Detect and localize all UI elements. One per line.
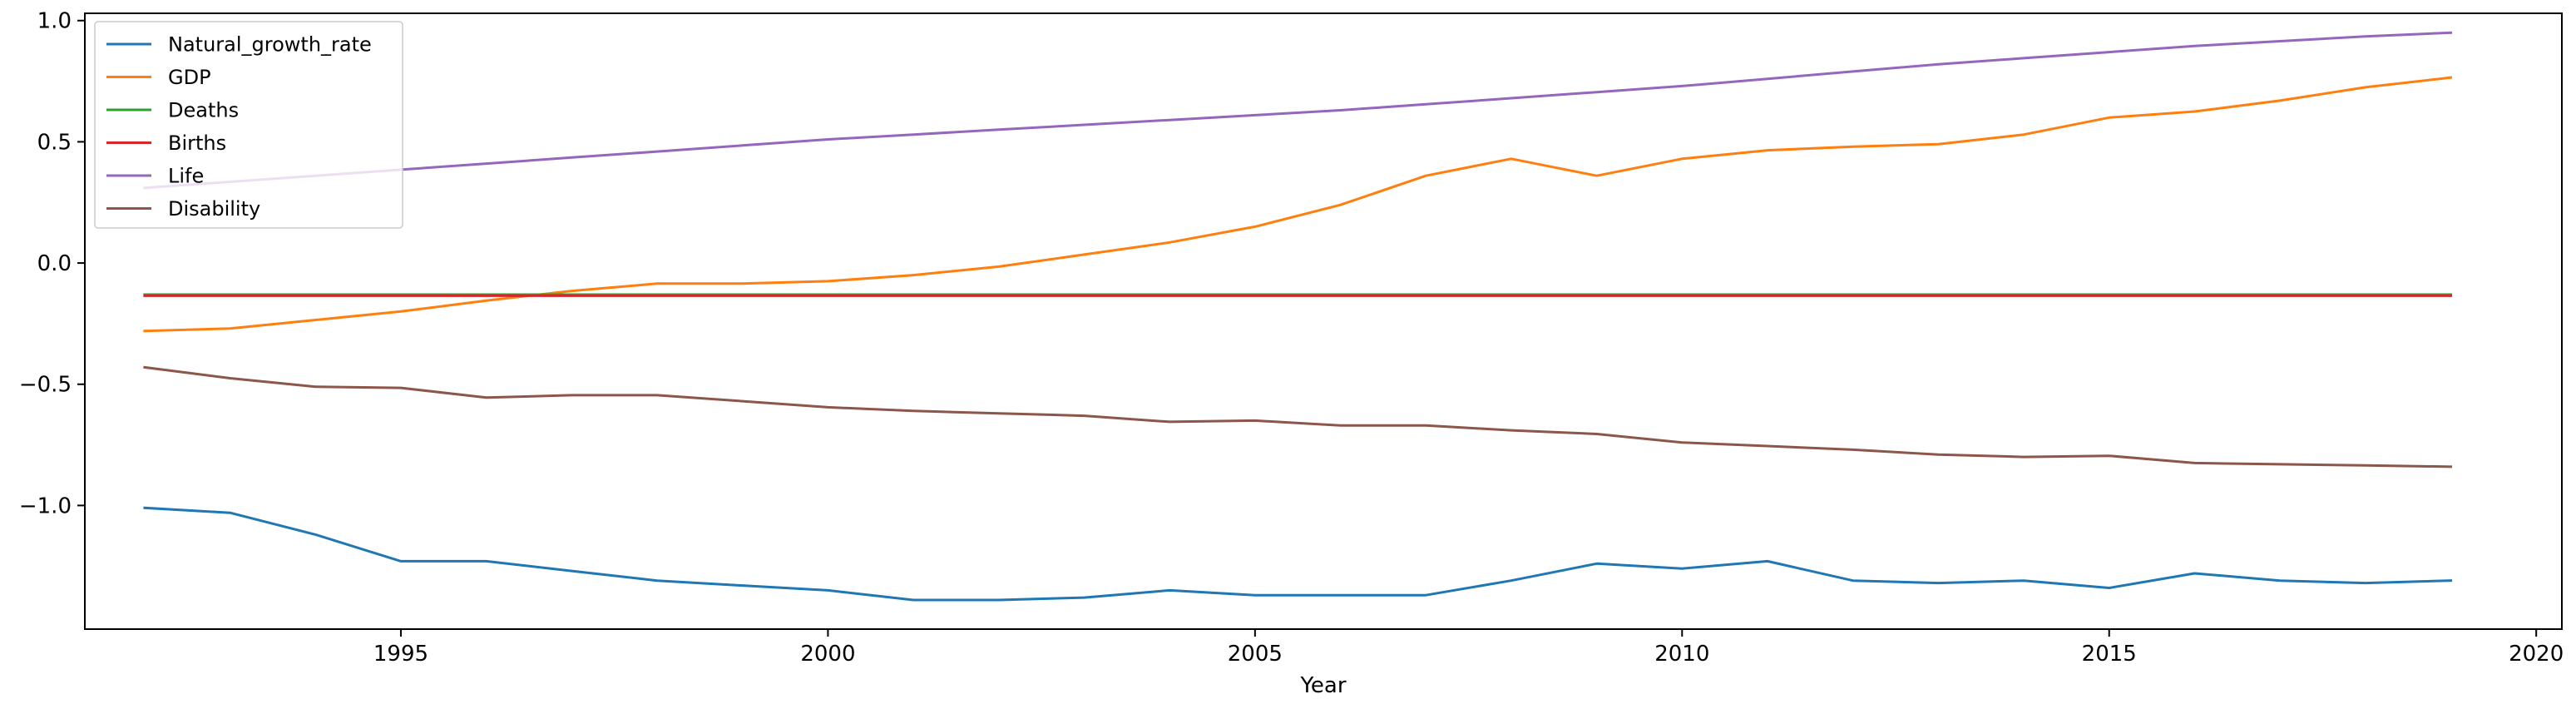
y-axis-ticks: 1.0 0.5 0.0 −0.5 −1.0	[19, 9, 85, 518]
x-axis-ticks: 1995 2000 2005 2010 2015 2020	[373, 629, 2564, 667]
legend-label: Natural_growth_rate	[168, 33, 372, 57]
legend-label: GDP	[168, 66, 211, 89]
plot-frame	[84, 12, 2563, 630]
x-tick-label: 2010	[1654, 642, 1709, 667]
y-tick-label: −0.5	[19, 373, 72, 398]
x-axis-label: Year	[1299, 673, 1346, 698]
x-tick-label: 2005	[1228, 642, 1283, 667]
x-tick-label: 2020	[2509, 642, 2564, 667]
y-tick-label: −1.0	[19, 493, 72, 518]
legend-box	[94, 21, 403, 229]
y-tick-label: 1.0	[37, 9, 72, 34]
series-line-natural-growth-rate	[143, 506, 2453, 602]
legend-label: Births	[168, 131, 226, 155]
legend-label: Deaths	[168, 99, 239, 122]
legend-label: Life	[168, 165, 204, 188]
legend-label: Disability	[168, 197, 260, 221]
series-lines	[143, 31, 2453, 602]
y-tick-label: 0.0	[37, 251, 72, 276]
x-tick-label: 2000	[800, 642, 855, 667]
x-tick-label: 1995	[373, 642, 428, 667]
legend: Natural_growth_rate GDP Deaths Births Life Di…	[94, 21, 403, 229]
series-line-disability	[143, 365, 2453, 469]
x-tick-label: 2015	[2082, 642, 2137, 667]
series-line-life	[143, 31, 2453, 190]
y-tick-label: 0.5	[37, 130, 72, 155]
